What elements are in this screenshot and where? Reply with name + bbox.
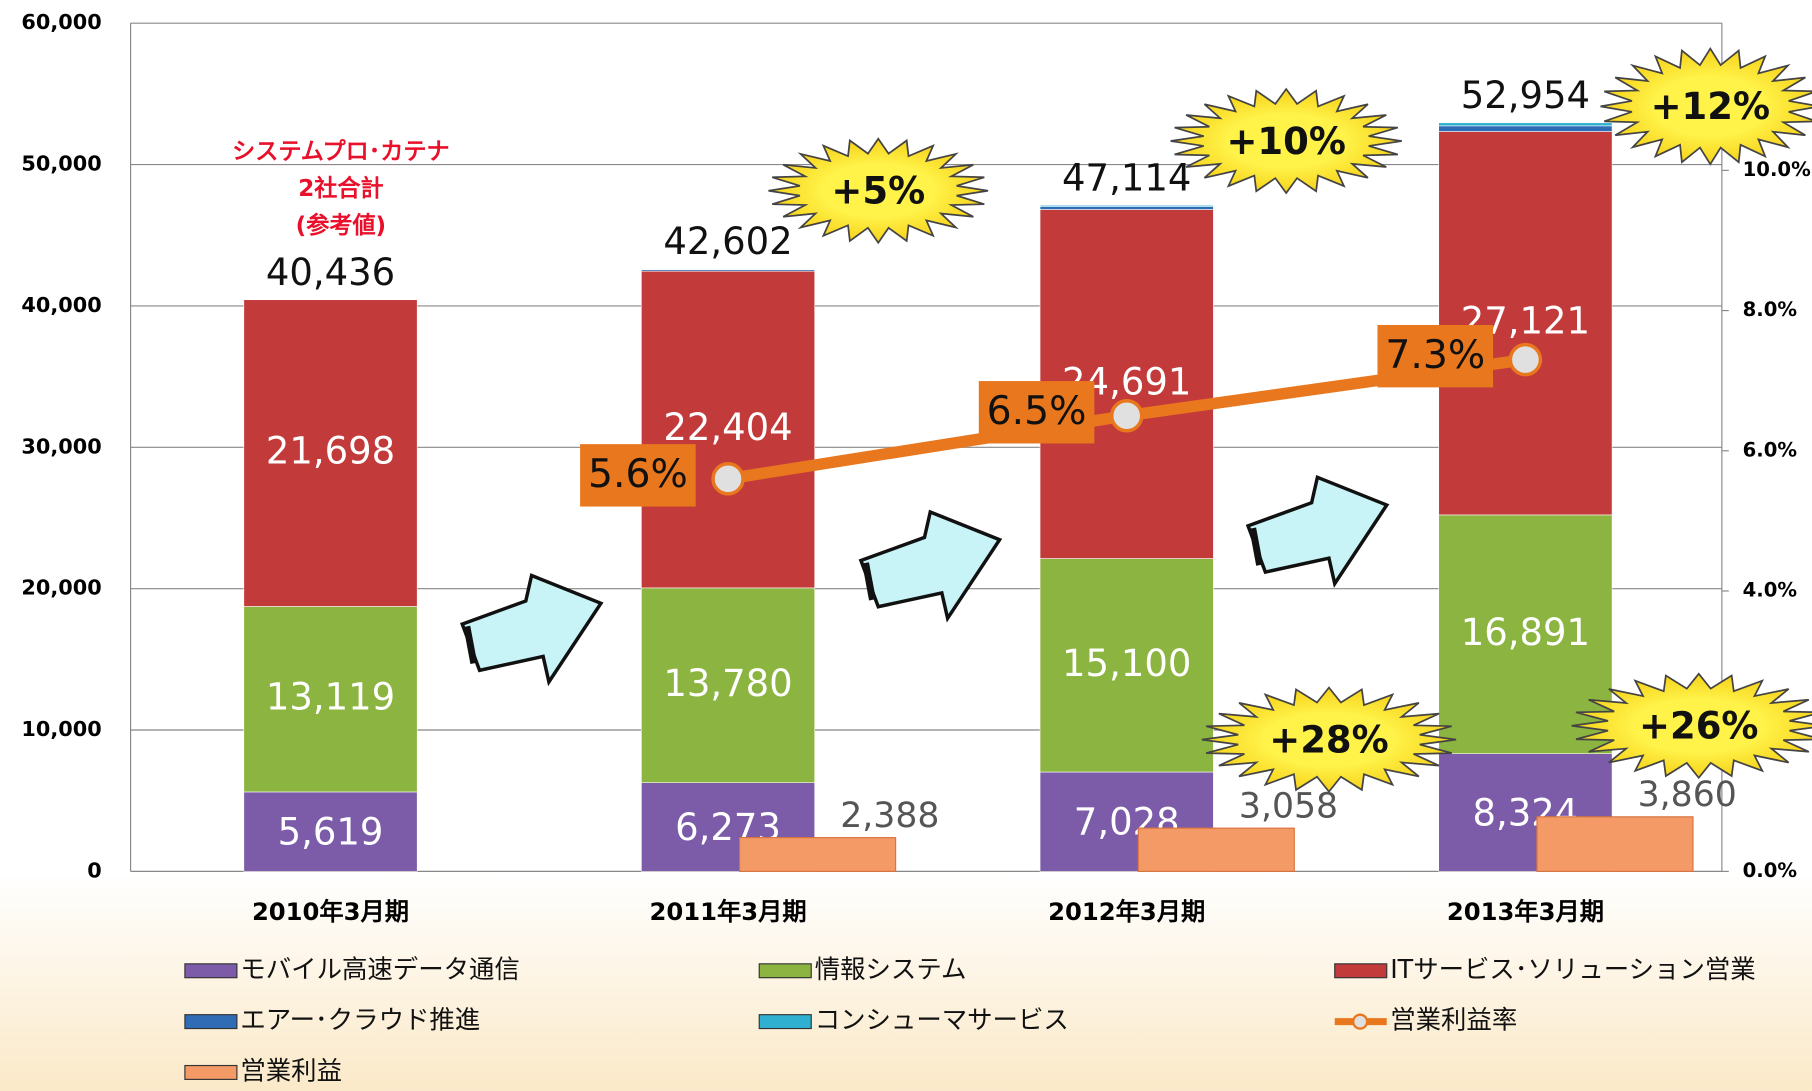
total-label: 40,436 [266, 251, 395, 294]
total-label: 52,954 [1461, 74, 1590, 117]
legend-label: ITサービス･ソリューション営業 [1390, 954, 1756, 984]
value-label: 5,619 [278, 810, 384, 853]
starburst [1201, 686, 1457, 794]
bar-segment [243, 791, 418, 872]
arrow-stripe [463, 625, 478, 665]
plot: 0 10,000 20,000 30,000 40,000 50,000 60,000 0.0… [21, 10, 1812, 1085]
line-label: 5.6% [588, 452, 688, 497]
bar-segment [1039, 205, 1214, 207]
legend-swatch [184, 1014, 238, 1030]
line-label-box [978, 381, 1095, 444]
legend-swatch [1352, 1013, 1369, 1030]
line-label-box [580, 444, 696, 507]
line-marker [1508, 342, 1543, 377]
arrow-stripe [862, 562, 876, 601]
bar-segment [243, 606, 418, 793]
total-label: 42,602 [663, 220, 792, 263]
annotation: +12% [1651, 85, 1770, 128]
arrow [1245, 474, 1390, 588]
legend-label: 営業利益率 [1390, 1005, 1517, 1035]
value-label: 16,891 [1461, 611, 1590, 654]
bar-segment [1039, 558, 1214, 773]
legend-label: モバイル高速データ通信 [240, 954, 519, 984]
y-tick-label: 30,000 [21, 434, 101, 458]
value-label: 21,698 [266, 430, 395, 473]
value-label: 22,404 [663, 406, 792, 449]
starburst [1571, 672, 1812, 780]
bar-segment [1438, 125, 1613, 132]
y-tick-label: 60,000 [21, 10, 101, 34]
y-tick-label: 50,000 [21, 152, 101, 176]
bar-segment [641, 268, 815, 271]
bar-segment [1438, 122, 1613, 127]
legend-label: 営業利益 [240, 1055, 342, 1085]
arrow [460, 573, 604, 687]
bar-segment [1438, 131, 1613, 516]
starburst [768, 137, 989, 245]
value-label: 13,780 [663, 662, 792, 705]
op-profit-bar [1536, 816, 1694, 872]
op-profit-bar [739, 837, 897, 872]
starburst [1600, 46, 1812, 166]
x-tick-label: 2011年3月期 [649, 897, 806, 926]
op-profit-label: 3,860 [1638, 775, 1737, 815]
op-profit-label: 3,058 [1239, 786, 1338, 826]
x-tick-label: 2013年3月期 [1447, 897, 1604, 926]
starburst [1170, 87, 1402, 195]
op-profit-bar [1137, 827, 1295, 872]
line-marker [711, 462, 745, 496]
y-tick-label: 10,000 [21, 717, 101, 741]
line-label: 6.5% [987, 389, 1087, 434]
value-label: 13,119 [266, 676, 395, 719]
legend-swatch [758, 1014, 812, 1030]
line-label: 7.3% [1385, 333, 1485, 378]
arrow-stripe [1249, 527, 1264, 566]
bar-segment [641, 270, 815, 589]
op-profit-label: 2,388 [840, 796, 939, 836]
y2-tick-label: 8.0% [1743, 298, 1798, 321]
arrow [858, 509, 1003, 623]
bar-segment [1039, 206, 1214, 210]
x-tick-label: 2012年3月期 [1048, 897, 1205, 926]
x-tick-label: 2010年3月期 [252, 897, 409, 926]
annotation: +5% [831, 170, 925, 213]
bar-segment [641, 587, 815, 783]
y2-tick-label: 6.0% [1743, 438, 1798, 461]
y2-tick-label: 4.0% [1743, 578, 1798, 601]
total-label: 47,114 [1062, 156, 1191, 199]
y2-tick-label: 0.0% [1743, 859, 1798, 882]
legend-swatch [758, 963, 812, 979]
legend-swatch [184, 1064, 238, 1080]
note: システムプロ･カテナ [232, 139, 449, 165]
annotation: +10% [1226, 120, 1345, 163]
legend-label: 情報システム [815, 954, 967, 984]
y-tick-label: 40,000 [21, 293, 101, 317]
y2-tick-label: 10.0% [1743, 158, 1811, 181]
note: (参考値) [296, 212, 386, 239]
legend-swatch [184, 963, 238, 979]
y-tick-label: 0 [87, 858, 101, 882]
bar-segment [243, 299, 418, 607]
legend-label: エアー･クラウド推進 [240, 1005, 480, 1035]
line-marker [1109, 398, 1144, 433]
annotation: +26% [1639, 705, 1758, 748]
legend-label: コンシューマサービス [815, 1005, 1069, 1035]
note: 2社合計 [298, 175, 383, 202]
value-label: 15,100 [1062, 642, 1191, 685]
annotation: +28% [1269, 718, 1388, 761]
legend-swatch [1334, 963, 1388, 979]
y-tick-label: 20,000 [21, 576, 101, 600]
line-label-box [1377, 324, 1494, 388]
